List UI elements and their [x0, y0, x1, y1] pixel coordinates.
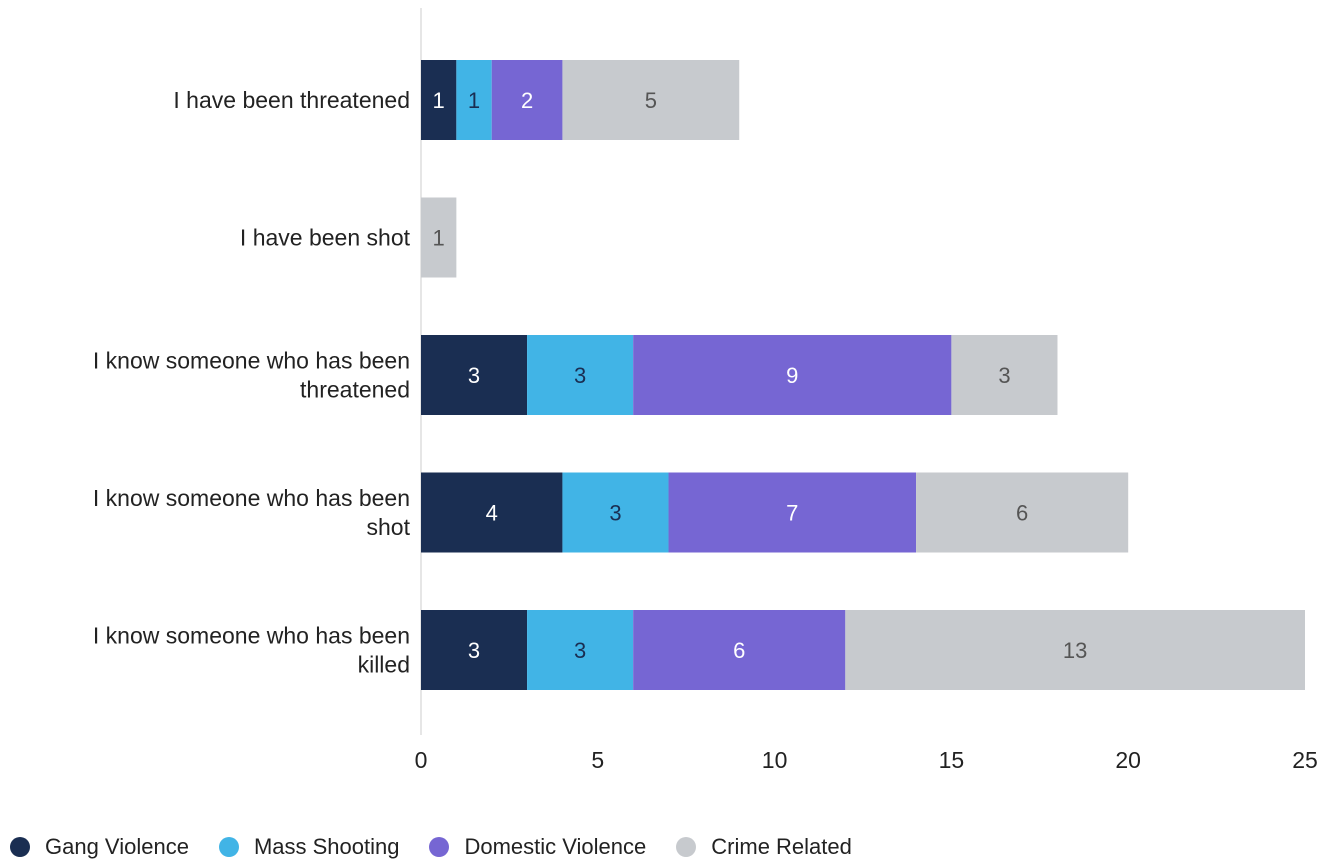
data-label: 13: [1063, 638, 1087, 663]
data-label: 3: [574, 363, 586, 388]
legend-swatch: [676, 837, 696, 857]
x-tick-label: 15: [939, 747, 965, 773]
legend-item: Domestic Violence: [429, 834, 646, 860]
legend-label: Gang Violence: [45, 834, 189, 860]
data-label: 3: [609, 501, 621, 526]
legend-label: Mass Shooting: [254, 834, 400, 860]
data-label: 3: [468, 638, 480, 663]
data-label: 3: [468, 363, 480, 388]
data-label: 4: [486, 501, 498, 526]
data-label: 6: [1016, 501, 1028, 526]
data-label: 7: [786, 501, 798, 526]
legend-item: Crime Related: [676, 834, 852, 860]
category-label: threatened: [300, 377, 410, 403]
x-tick-label: 20: [1115, 747, 1141, 773]
category-label: shot: [367, 514, 411, 540]
legend: Gang Violence Mass Shooting Domestic Viole…: [10, 832, 882, 862]
legend-label: Crime Related: [711, 834, 852, 860]
legend-swatch: [10, 837, 30, 857]
data-label: 3: [574, 638, 586, 663]
data-label: 1: [433, 88, 445, 113]
legend-item: Mass Shooting: [219, 834, 400, 860]
x-tick-label: 5: [591, 747, 604, 773]
category-label: I know someone who has been: [93, 623, 410, 649]
data-label: 2: [521, 88, 533, 113]
x-tick-label: 0: [415, 747, 428, 773]
data-label: 5: [645, 88, 657, 113]
legend-label: Domestic Violence: [464, 834, 646, 860]
data-label: 6: [733, 638, 745, 663]
bars-group: 1 1 2 513 3 9 34 3 7 63 3 6 13: [421, 60, 1305, 690]
x-tick-label: 10: [762, 747, 788, 773]
category-labels: I have been threatened I have been shot I …: [93, 87, 411, 678]
category-label: I have been shot: [240, 225, 411, 251]
data-label: 9: [786, 363, 798, 388]
category-label: killed: [358, 652, 410, 678]
legend-swatch: [429, 837, 449, 857]
category-label: I know someone who has been: [93, 485, 410, 511]
category-label: I have been threatened: [173, 87, 410, 113]
data-label: 1: [468, 88, 480, 113]
x-axis-ticks: 0 5 10 15 20 25: [415, 747, 1318, 773]
legend-item: Gang Violence: [10, 834, 189, 860]
category-label: I know someone who has been: [93, 348, 410, 374]
data-label: 1: [433, 226, 445, 251]
data-label: 3: [998, 363, 1010, 388]
x-tick-label: 25: [1292, 747, 1318, 773]
legend-swatch: [219, 837, 239, 857]
